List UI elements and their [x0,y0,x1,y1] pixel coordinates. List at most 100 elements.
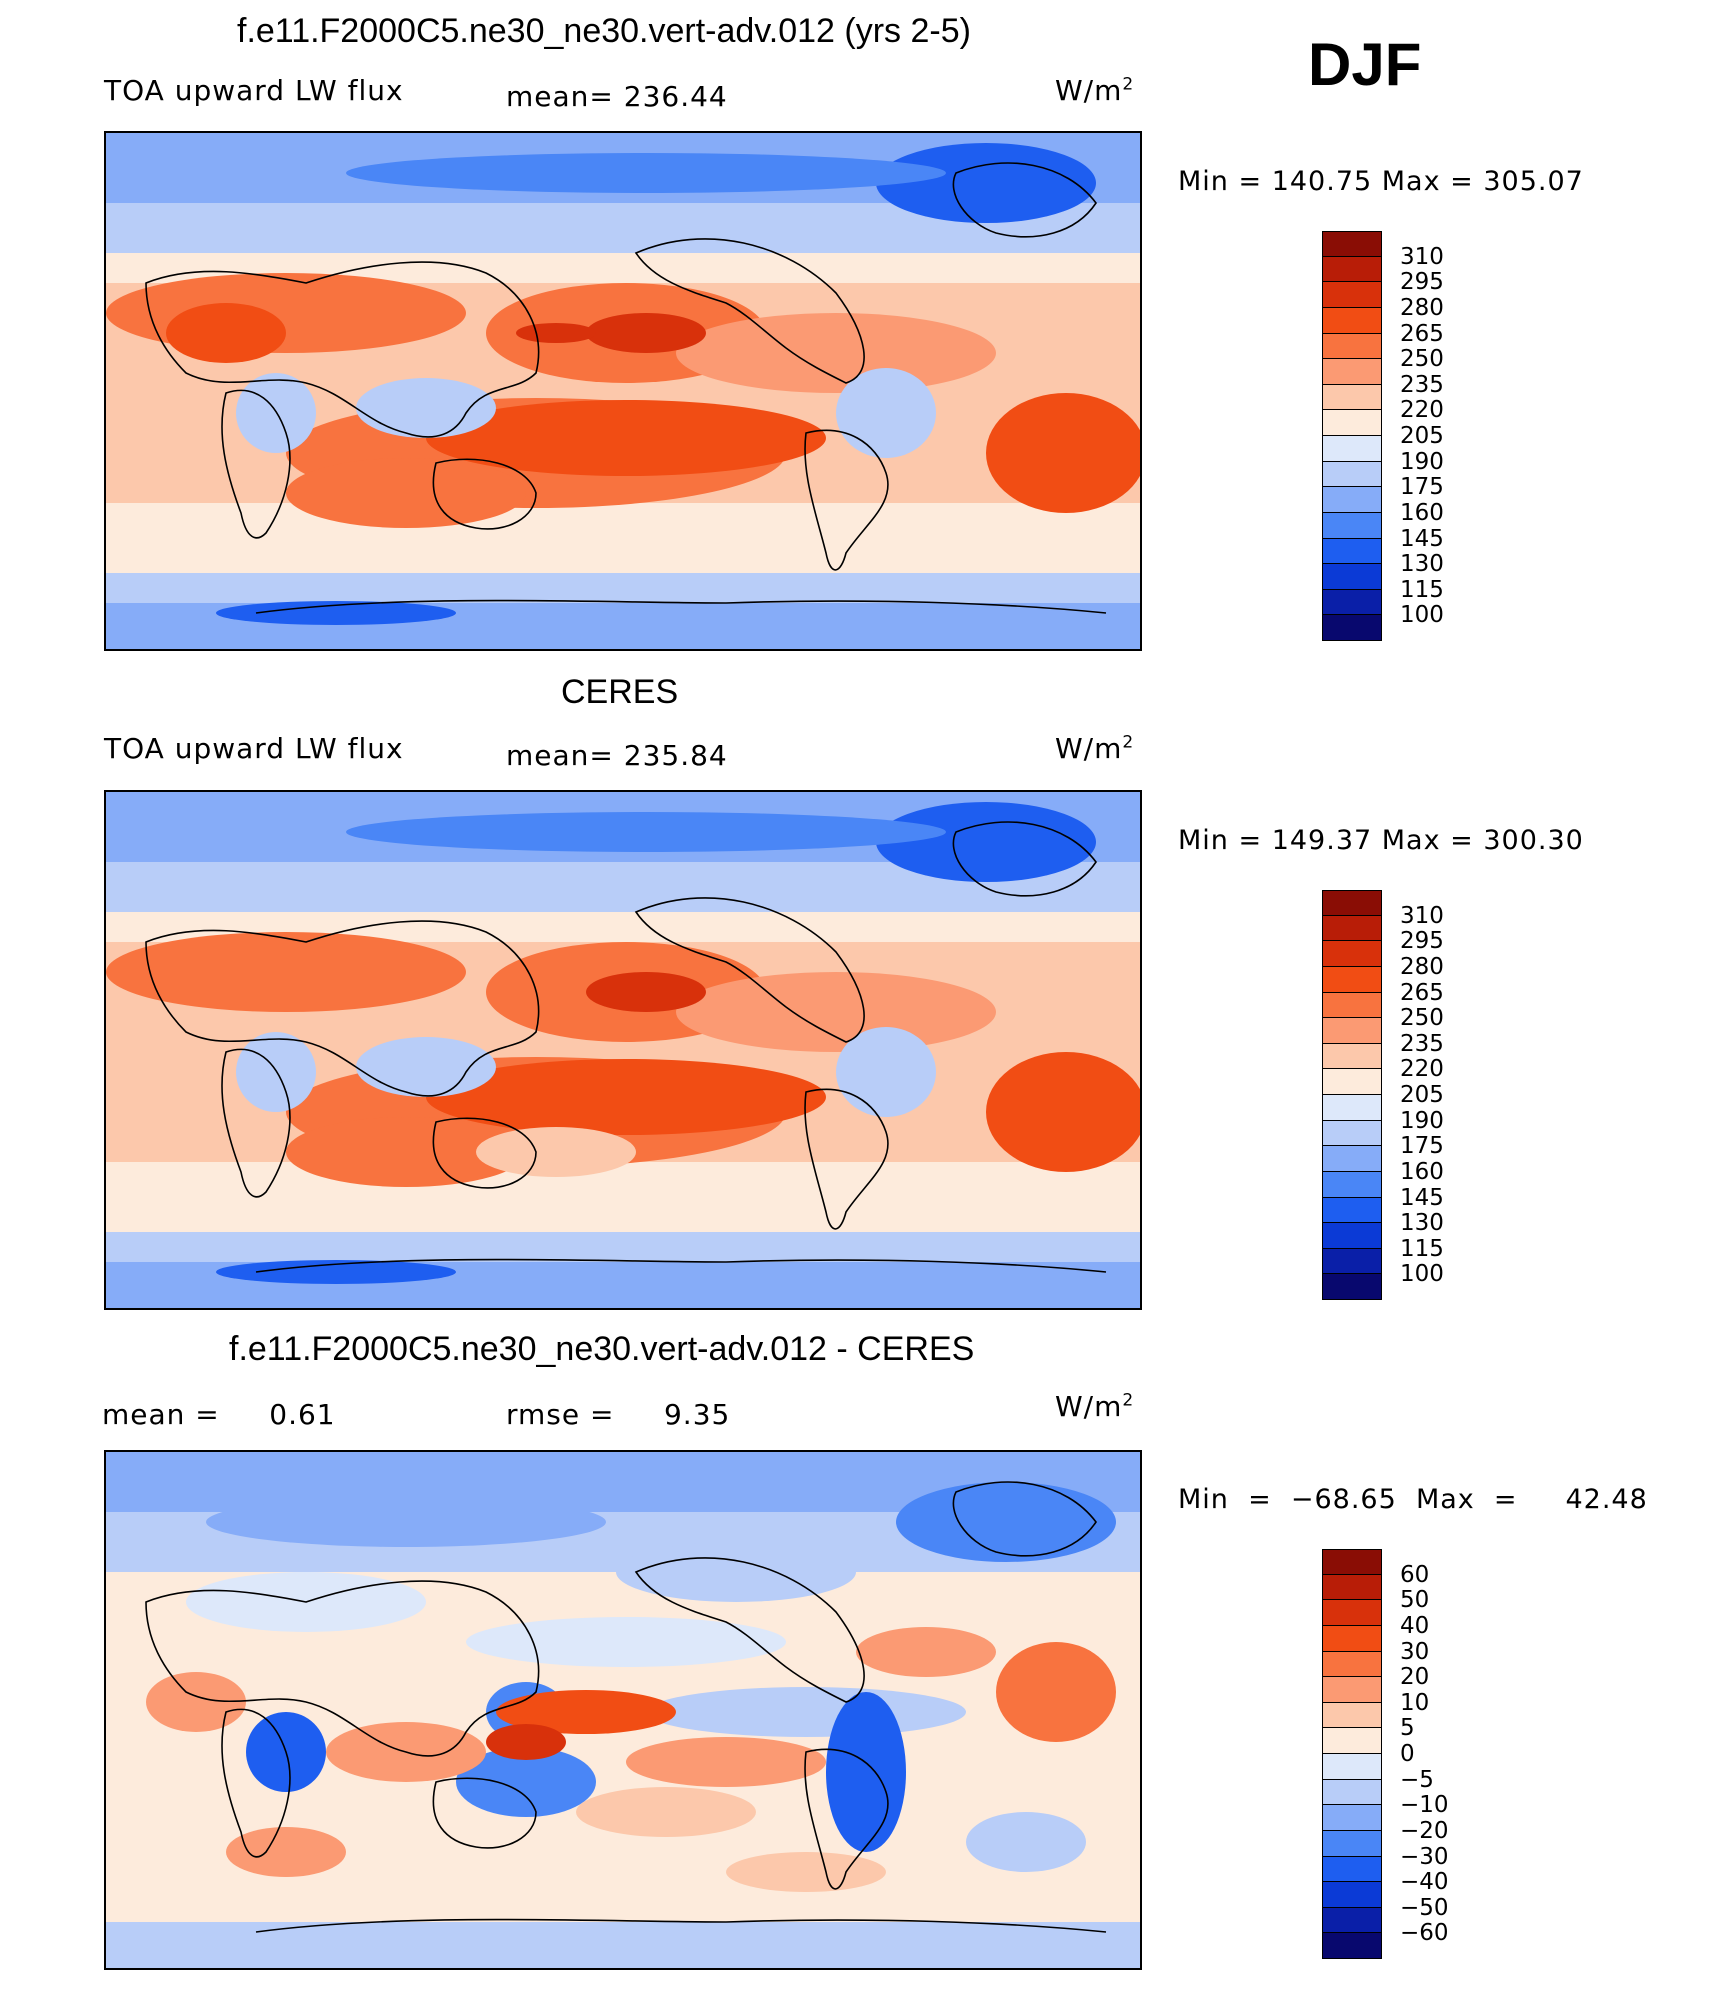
colorbar-tick-label: 5 [1400,1715,1415,1742]
coastline [952,821,1097,897]
colorbar-tick-label: 190 [1400,1107,1444,1134]
colorbar-swatch [1322,1907,1382,1934]
latitude-band [106,1172,1140,1232]
latitude-band [106,573,1140,603]
contour-region [836,368,936,458]
colorbar-tick-label: 295 [1400,928,1444,955]
colorbar-swatch [1322,615,1382,641]
contour-region [496,1690,676,1734]
panel-3-rmse-label: rmse = 9.35 [506,1398,731,1431]
colorbar-swatch [1322,1197,1382,1224]
panel-3-minmax: Min = −68.65 Max = 42.48 [1178,1484,1648,1515]
coastline [145,920,540,1097]
panel-1-minmax: Min = 140.75 Max = 305.07 [1178,166,1584,197]
colorbar-swatch [1322,256,1382,283]
colorbar-swatch [1322,538,1382,565]
contour-region [856,1627,996,1677]
panel-2-map [104,790,1142,1310]
contour-region [226,1827,346,1877]
panel-3-mean-label: mean = 0.61 [102,1398,336,1431]
contour-region [676,313,996,393]
colorbar-tick-label: 145 [1400,1184,1444,1211]
contour-region [676,972,996,1052]
colorbar-swatch [1322,992,1382,1019]
colorbar-swatch [1322,1549,1382,1575]
colorbar-swatch [1322,1043,1382,1070]
contour-region [106,273,466,353]
latitude-band [106,513,1140,573]
contour-region [356,378,496,438]
colorbar-tick-label: 310 [1400,902,1444,929]
season-label: DJF [1308,31,1422,98]
colorbar-tick-label: 115 [1400,1235,1444,1262]
contour-region [356,1037,496,1097]
contour-region [456,1747,596,1817]
colorbar-tick-label: 205 [1400,423,1444,449]
colorbar-tick-label: −50 [1400,1894,1449,1921]
contour-region [146,1672,246,1732]
contour-region [346,153,946,193]
colorbar-tick-label: 30 [1400,1638,1430,1665]
colorbar-swatch [1322,359,1382,385]
colorbar-swatch [1322,1856,1382,1883]
contour-region [996,1642,1116,1742]
colorbar-tick-label: 265 [1400,979,1444,1006]
panel-2-colorbar: 310 295 280 265 250 235 220 205 190 175 160 145 130 1… [1322,890,1444,1300]
panel-3-map-svg [106,1452,1140,1968]
colorbar-swatch [1322,1248,1382,1275]
colorbar-swatch [1322,966,1382,993]
colorbar-swatch [1322,512,1382,539]
contour-region [106,932,466,1012]
colorbar-tick-label: 60 [1400,1561,1430,1588]
colorbar-tick-label: 20 [1400,1664,1430,1691]
coastline [634,1557,865,1703]
colorbar-swatch [1322,1574,1382,1601]
colorbar-tick-label: 130 [1400,1210,1444,1237]
contour-region [986,393,1140,513]
colorbar-swatch [1322,282,1382,308]
colorbar-swatch [1322,941,1382,967]
panel-1-map [104,131,1142,651]
colorbar-swatch [1322,410,1382,436]
panel-3-map [104,1450,1142,1970]
colorbar-swatch [1322,1223,1382,1249]
panel-1-map-svg [106,133,1140,649]
coastline [804,1088,889,1230]
coastline [432,1117,537,1189]
colorbar-swatch [1322,564,1382,590]
panel-2-units: W/m2 [1055,732,1135,765]
colorbar-swatch [1322,1018,1382,1044]
panel-2-title: CERES [561,673,679,711]
contour-region [586,972,706,1012]
panel-2-map-svg [106,792,1140,1308]
colorbar-swatch [1322,384,1382,411]
colorbar-swatch [1322,1882,1382,1908]
colorbar-tick-label: 0 [1400,1741,1415,1767]
colorbar-tick-label: 175 [1400,1133,1444,1160]
coastline [255,599,1107,614]
panel-3-colorbar: 60 50 40 30 20 10 5 0 −5 −10 −20 −30 −40 −50 −60 [1322,1549,1449,1959]
colorbar-swatch [1322,1728,1382,1754]
contour-region [576,1787,756,1837]
coastline [952,1481,1097,1557]
colorbar-swatch [1322,1754,1382,1780]
colorbar-tick-label: −5 [1400,1766,1434,1793]
contour-region [876,143,1096,223]
colorbar-tick-label: 190 [1400,448,1444,475]
contour-region [286,458,526,528]
colorbar-tick-label: 235 [1400,371,1444,398]
latitude-band [106,1922,1140,1968]
coastline [221,1708,291,1858]
panel-2-minmax: Min = 149.37 Max = 300.30 [1178,825,1584,856]
panel-3-units: W/m2 [1055,1390,1135,1423]
contour-region [626,1737,826,1787]
colorbar-swatch [1322,1146,1382,1172]
coastline [634,897,865,1043]
contour-region [836,1027,936,1117]
colorbar-swatch [1322,1171,1382,1198]
contour-region [466,1617,786,1667]
colorbar-tick-label: 100 [1400,1261,1444,1288]
contour-region [486,1724,566,1760]
colorbar-tick-label: 280 [1400,294,1444,321]
colorbar-swatch [1322,1069,1382,1095]
